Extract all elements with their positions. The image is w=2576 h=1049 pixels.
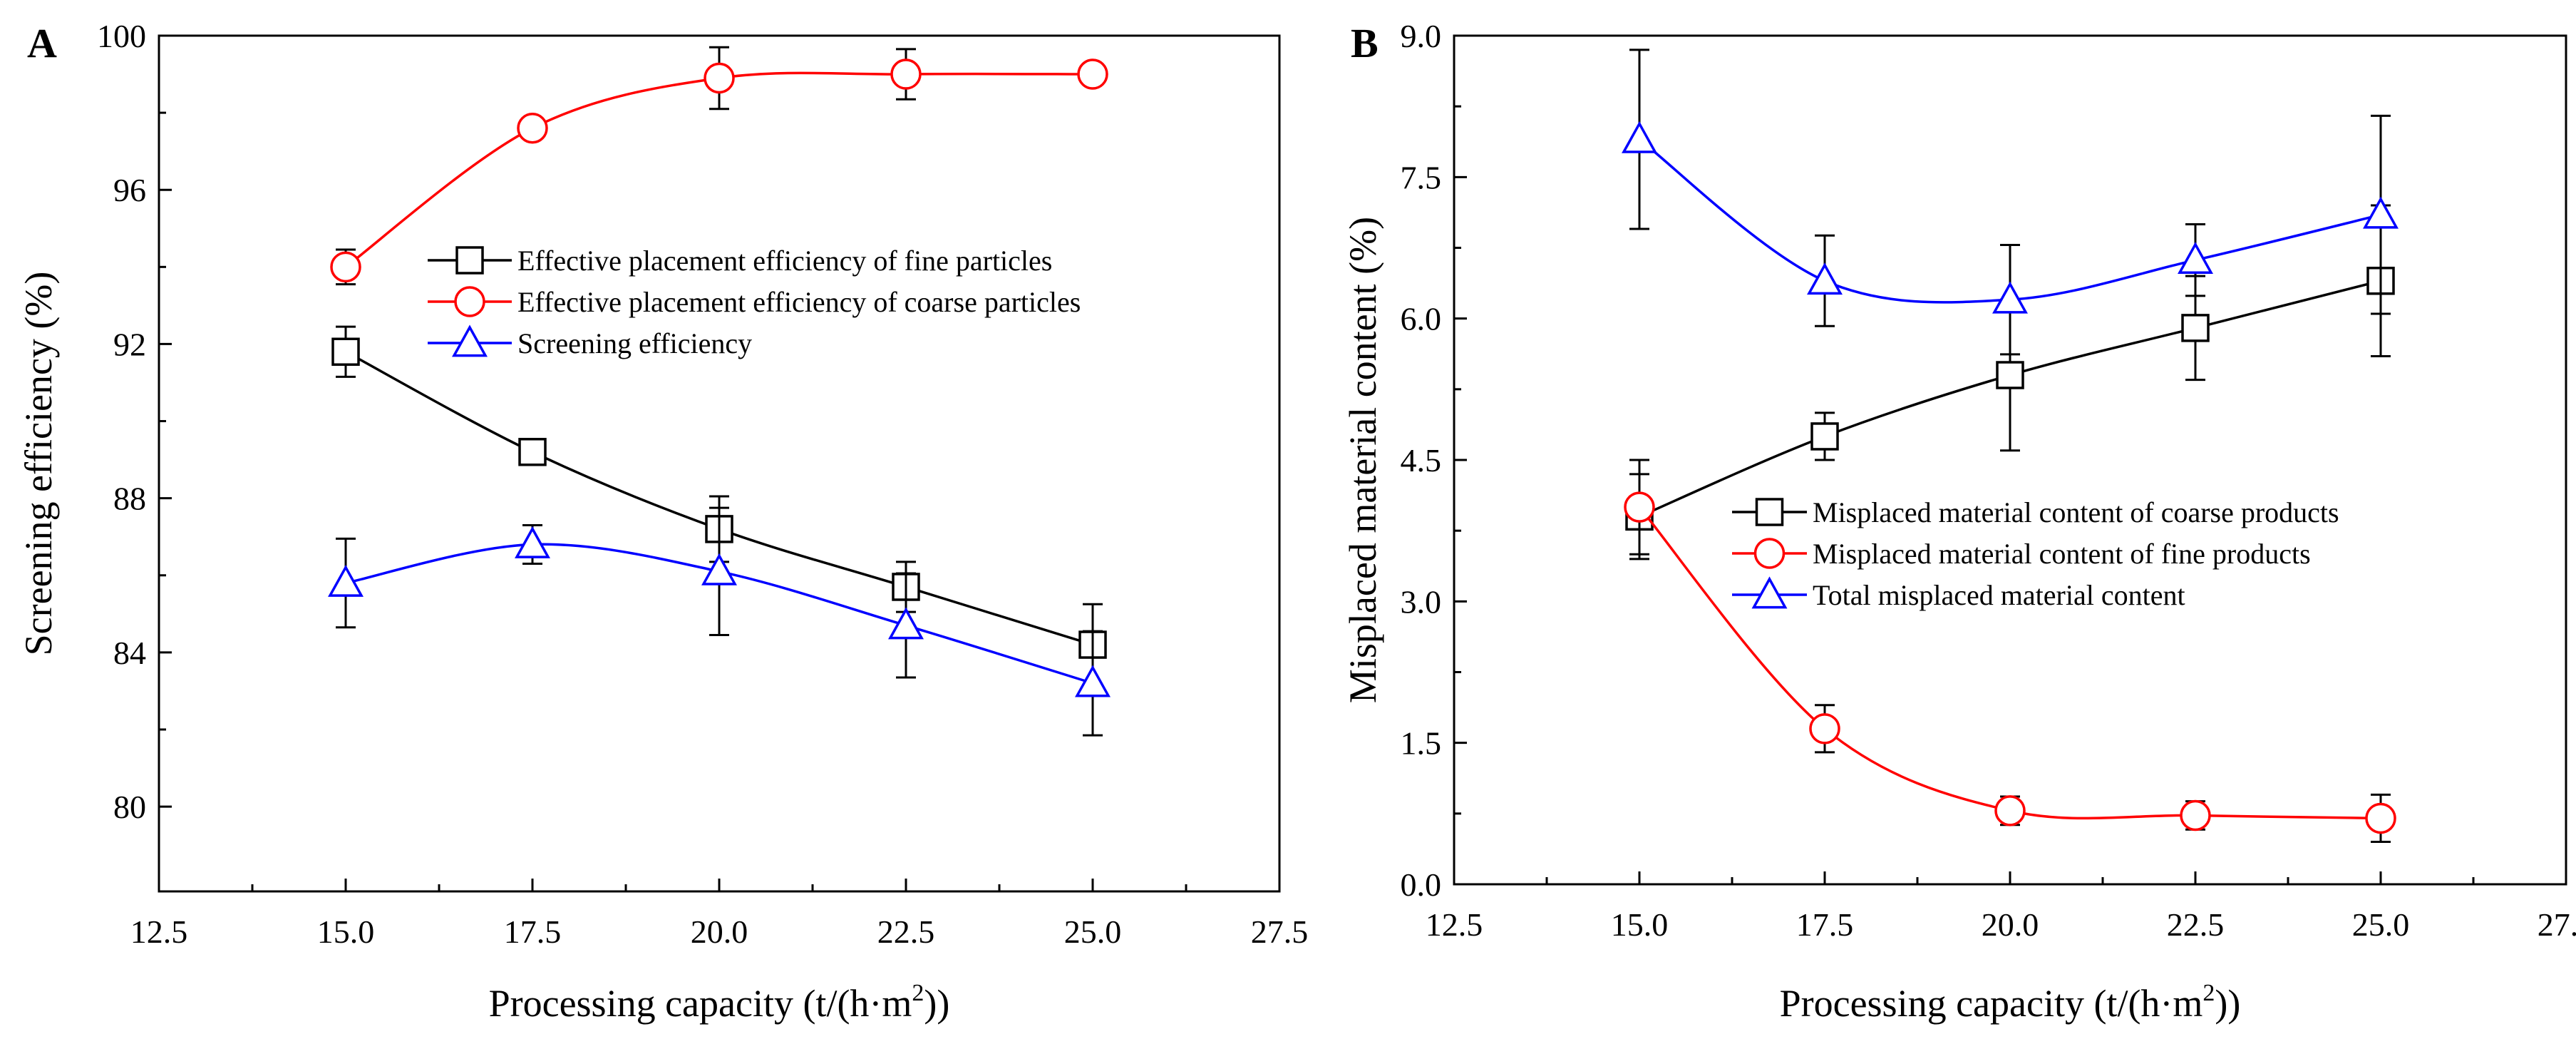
legend-marker-circle bbox=[1753, 538, 1786, 569]
data-point-circle bbox=[2365, 802, 2396, 834]
panel-a-chart: A 12.5 15.0 17.5 20.0 22.5 25.0 27.5 80 84 88 92 96 1… bbox=[17, 18, 1308, 1025]
data-point-square bbox=[331, 337, 360, 366]
data-point-triangle bbox=[515, 526, 550, 558]
legend-marker-triangle bbox=[452, 324, 488, 357]
data-point-circle bbox=[704, 62, 735, 94]
y-tick-label: 84 bbox=[113, 635, 146, 671]
legend-label: Total misplaced material content bbox=[1813, 579, 2185, 611]
x-tick-label: 27.5 bbox=[2538, 906, 2576, 943]
series-line bbox=[1638, 506, 2381, 820]
y-tick-label: 6.0 bbox=[1401, 301, 1442, 337]
x-axis-label-end: )) bbox=[924, 982, 949, 1025]
x-tick-label: 25.0 bbox=[2352, 906, 2410, 943]
data-point-triangle bbox=[1807, 262, 1843, 295]
x-axis-label-superscript: 2 bbox=[2203, 980, 2215, 1006]
data-point-circle bbox=[1077, 58, 1108, 90]
y-tick-label: 100 bbox=[97, 18, 146, 54]
data-point-circle bbox=[517, 112, 548, 144]
x-axis-label-superscript: 2 bbox=[912, 980, 924, 1006]
x-axis-label: Processing capacity (t/(h·m2)) bbox=[1780, 980, 2241, 1025]
x-tick-label: 15.0 bbox=[1611, 906, 1669, 943]
x-tick-label: 25.0 bbox=[1064, 914, 1122, 950]
data-point-square bbox=[1996, 361, 2024, 389]
x-axis-label-main: Processing capacity (t/(h·m bbox=[489, 982, 912, 1025]
data-point-triangle bbox=[1075, 665, 1111, 697]
y-tick-label: 9.0 bbox=[1401, 18, 1442, 54]
x-tick-label: 22.5 bbox=[877, 914, 935, 950]
data-point-triangle bbox=[2178, 242, 2213, 275]
y-tick-label: 96 bbox=[113, 172, 146, 208]
data-point-circle bbox=[2180, 799, 2211, 831]
legend-label: Misplaced material content of coarse pro… bbox=[1813, 496, 2339, 528]
y-tick-label: 92 bbox=[113, 326, 146, 362]
data-point-square bbox=[2181, 314, 2210, 342]
legend-label: Effective placement efficiency of fine p… bbox=[517, 245, 1052, 277]
x-axis-label-main: Processing capacity (t/(h·m bbox=[1780, 982, 2203, 1025]
legend-marker-square bbox=[455, 246, 484, 275]
series-triangle bbox=[328, 506, 1111, 737]
y-tick-label: 7.5 bbox=[1401, 159, 1442, 195]
x-axis-label-end: )) bbox=[2215, 982, 2240, 1025]
data-point-square bbox=[1810, 422, 1839, 451]
data-point-triangle bbox=[328, 564, 364, 597]
legend-marker-square bbox=[1755, 498, 1784, 526]
x-tick-label: 17.5 bbox=[1796, 906, 1854, 943]
x-tick-label: 15.0 bbox=[317, 914, 375, 950]
plot-frame bbox=[158, 34, 1281, 893]
x-tick-label: 22.5 bbox=[2167, 906, 2225, 943]
x-tick-label: 27.5 bbox=[1251, 914, 1309, 950]
data-point-triangle bbox=[2363, 196, 2399, 229]
panel-letter: B bbox=[1351, 20, 1379, 66]
data-point-circle bbox=[1809, 713, 1840, 744]
data-point-triangle bbox=[888, 607, 924, 640]
x-tick-label: 20.0 bbox=[691, 914, 748, 950]
series-circle bbox=[1624, 459, 2396, 843]
y-axis-label: Misplaced material content (%) bbox=[1341, 217, 1384, 703]
legend-label: Misplaced material content of fine produ… bbox=[1813, 538, 2311, 570]
data-point-circle bbox=[890, 58, 922, 90]
y-tick-label: 1.5 bbox=[1401, 725, 1442, 762]
x-tick-label: 12.5 bbox=[1426, 906, 1483, 943]
legend-marker-circle bbox=[454, 286, 485, 317]
data-point-square bbox=[518, 438, 547, 466]
x-tick-label: 12.5 bbox=[130, 914, 188, 950]
x-axis-label: Processing capacity (t/(h·m2)) bbox=[489, 980, 950, 1025]
series-triangle bbox=[1622, 48, 2399, 356]
y-tick-label: 80 bbox=[113, 789, 146, 825]
y-tick-label: 4.5 bbox=[1401, 442, 1442, 479]
series-circle bbox=[330, 46, 1108, 286]
data-point-triangle bbox=[1622, 121, 1657, 153]
panel-b-chart: B12.515.017.520.022.525.027.50.01.53.04.… bbox=[1341, 18, 2576, 1025]
plot-frame bbox=[1453, 34, 2567, 886]
y-axis-label: Screening efficiency (%) bbox=[17, 272, 60, 656]
x-tick-label: 17.5 bbox=[504, 914, 562, 950]
panel-letter: A bbox=[27, 20, 57, 66]
legend-marker-triangle bbox=[1751, 576, 1788, 609]
y-tick-label: 88 bbox=[113, 481, 146, 517]
data-point-triangle bbox=[701, 553, 737, 585]
legend-label: Screening efficiency bbox=[517, 327, 752, 359]
data-point-circle bbox=[1994, 795, 2026, 827]
y-tick-label: 0.0 bbox=[1401, 866, 1442, 903]
legend-label: Effective placement efficiency of coarse… bbox=[517, 286, 1081, 318]
y-tick-label: 3.0 bbox=[1401, 583, 1442, 620]
data-point-triangle bbox=[1992, 281, 2028, 314]
data-point-circle bbox=[330, 251, 361, 283]
data-point-circle bbox=[1624, 491, 1655, 523]
x-tick-label: 20.0 bbox=[1982, 906, 2039, 943]
